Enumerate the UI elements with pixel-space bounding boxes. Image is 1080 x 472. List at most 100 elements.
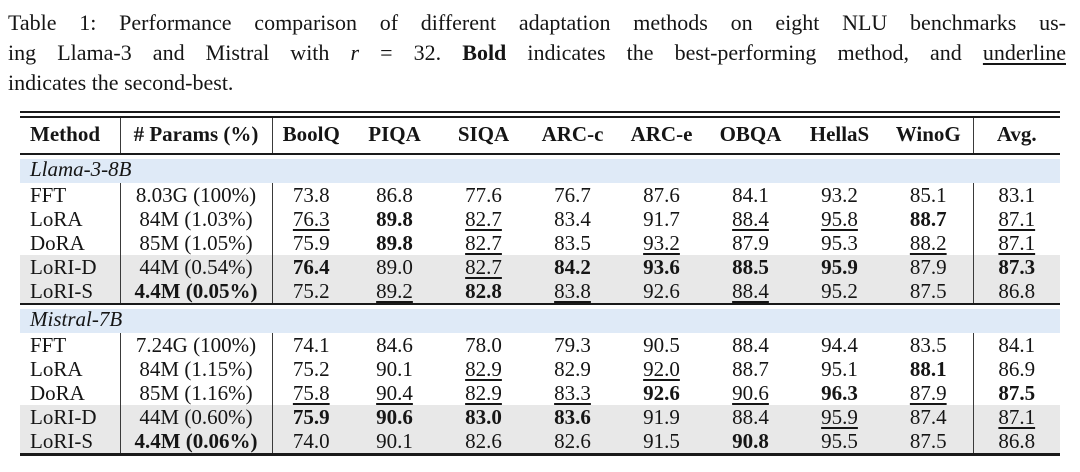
cell-fft-winog: 85.1 [909,183,947,207]
table-row-llama-3-8b-lora: LoRA 84M (1.03%) 76.3 89.8 82.7 83.4 91.7 88.4 9… [20,207,1060,231]
cell-lori-s-boolq: 75.2 [271,279,350,304]
caption-line: Table 1: Performance comparison of diffe… [8,8,1066,38]
caption-segment-underline: underline [982,40,1066,65]
cell-fft-boolq: 74.1 [271,333,350,357]
cell-lori-d-obqa: 88.4 [706,405,795,429]
cell-fft-arc-e: 87.6 [643,183,680,207]
cell-dora-obqa: 90.6 [732,381,769,405]
results-table-wrap: Method # Params (%) BoolQ PIQA SIQA ARC-c ARC-… [20,111,1060,456]
cell-dora-arc-c: 83.5 [554,231,591,255]
cell-lori-s-obqa: 90.8 [706,429,795,455]
cell-fft-arc-c: 76.7 [554,183,591,207]
table-body: Llama-3-8B FFT 8.03G (100%) 73.8 86.8 77.6 76.… [20,153,1060,455]
cell-lora-winog: 88.7 [909,207,947,231]
cell-lora-hellas: 95.8 [821,207,858,231]
cell-lori-d-boolq: 76.4 [271,255,350,279]
cell-lori-d-arc-e: 91.9 [617,405,706,429]
cell-lori-d-winog: 87.9 [884,255,973,279]
cell-lori-s-piqa: 89.2 [350,279,439,304]
cell-lora-avg: 87.1 [972,207,1060,231]
column-header-params: # Params (%) [119,117,272,155]
cell-params: 4.4M (0.06%) [119,429,272,455]
cell-dora-hellas: 96.3 [821,381,858,405]
column-header-hellas: HellaS [795,117,884,155]
cell-params: 7.24G (100%) [119,333,272,357]
cell-lori-s-avg: 86.8 [972,429,1060,455]
caption-segment-plain: = 32. [359,40,463,65]
table-row-mistral-7b-lori-d: LoRI-D 44M (0.60%) 75.9 90.6 83.0 83.6 91.9 88.… [20,405,1060,429]
cell-dora-boolq: 75.8 [271,381,350,405]
column-header-arc-c: ARC-c [528,117,617,155]
cell-dora-obqa: 87.9 [732,231,769,255]
cell-fft-arc-e: 90.5 [643,333,680,357]
cell-lora-hellas: 95.1 [821,357,858,381]
cell-lori-d-avg: 87.3 [972,255,1060,279]
caption-line: indicates the second-best. [8,68,1066,98]
cell-params: 85M (1.16%) [119,381,272,405]
cell-dora-piqa: 89.8 [376,231,413,255]
paper-page: Table 1: Performance comparison of diffe… [0,8,1080,456]
cell-fft-obqa: 88.4 [732,333,769,357]
cell-dora-piqa: 90.4 [376,381,413,405]
cell-lori-d-arc-e: 93.6 [617,255,706,279]
caption-segment-plain: Table 1: Performance comparison of diffe… [8,10,1066,35]
cell-lora-piqa: 90.1 [376,357,413,381]
cell-fft-piqa: 84.6 [376,333,413,357]
cell-lori-d-winog: 87.4 [884,405,973,429]
cell-lori-d-siqa: 82.7 [439,255,528,279]
cell-lora-piqa: 89.8 [376,207,413,231]
section-title-llama-3-8b: Llama-3-8B [20,153,1060,183]
table-row-mistral-7b-lora: LoRA 84M (1.15%) 75.2 90.1 82.9 82.9 92.0 88.7 9… [20,357,1060,381]
cell-lori-d-piqa: 90.6 [350,405,439,429]
cell-params: 84M (1.03%) [119,207,272,231]
section-row-llama-3-8b: Llama-3-8B [20,153,1060,183]
cell-lora-arc-e: 91.7 [643,207,680,231]
cell-fft-obqa: 84.1 [732,183,769,207]
cell-lori-s-winog: 87.5 [884,279,973,304]
cell-lora-siqa: 82.7 [465,207,502,231]
cell-dora-winog: 88.2 [909,231,947,255]
cell-lori-s-arc-e: 91.5 [617,429,706,455]
cell-method: DoRA [30,231,85,255]
cell-dora-arc-c: 83.3 [554,381,591,405]
column-header-obqa: OBQA [706,117,795,155]
cell-lori-s-siqa: 82.8 [439,279,528,304]
cell-lori-d-arc-c: 83.6 [528,405,617,429]
cell-lora-arc-c: 82.9 [554,357,591,381]
column-header-method: Method [20,117,120,155]
cell-dora-hellas: 95.3 [821,231,858,255]
table-row-mistral-7b-dora: DoRA 85M (1.16%) 75.8 90.4 82.9 83.3 92.6 90.6 9… [20,381,1060,405]
section-title-mistral-7b: Mistral-7B [20,303,1060,333]
table-caption: Table 1: Performance comparison of diffe… [8,8,1066,98]
caption-line: ing Llama-3 and Mistral with r = 32. Bol… [8,38,1066,68]
cell-dora-siqa: 82.7 [465,231,502,255]
cell-method: LoRI-D [20,405,120,429]
cell-fft-avg: 83.1 [972,183,1060,207]
cell-lora-avg: 86.9 [972,357,1060,381]
cell-lori-s-siqa: 82.6 [439,429,528,455]
cell-params: 44M (0.54%) [119,255,272,279]
cell-lori-s-winog: 87.5 [884,429,973,455]
cell-lori-s-arc-e: 92.6 [617,279,706,304]
cell-lora-arc-c: 83.4 [554,207,591,231]
cell-fft-boolq: 73.8 [271,183,350,207]
cell-dora-avg: 87.1 [972,231,1060,255]
caption-segment-plain: ing Llama-3 and Mistral with [8,40,351,65]
cell-params: 44M (0.60%) [119,405,272,429]
section-row-mistral-7b: Mistral-7B [20,303,1060,333]
cell-dora-siqa: 82.9 [465,381,502,405]
cell-lori-s-piqa: 90.1 [350,429,439,455]
cell-lori-s-avg: 86.8 [972,279,1060,304]
cell-lori-d-obqa: 88.5 [706,255,795,279]
cell-dora-boolq: 75.9 [271,231,350,255]
cell-dora-avg: 87.5 [972,381,1060,405]
table-row-llama-3-8b-lori-s: LoRI-S 4.4M (0.05%) 75.2 89.2 82.8 83.8 92.6 88… [20,279,1060,304]
cell-lori-d-hellas: 95.9 [795,255,884,279]
cell-lora-boolq: 75.2 [271,357,350,381]
table-header: Method # Params (%) BoolQ PIQA SIQA ARC-c ARC-… [20,117,1060,155]
caption-segment-bold: Bold [462,40,507,65]
column-header-avg: Avg. [972,117,1060,155]
cell-lori-s-hellas: 95.2 [795,279,884,304]
column-header-piqa: PIQA [350,117,439,155]
cell-fft-hellas: 94.4 [821,333,858,357]
